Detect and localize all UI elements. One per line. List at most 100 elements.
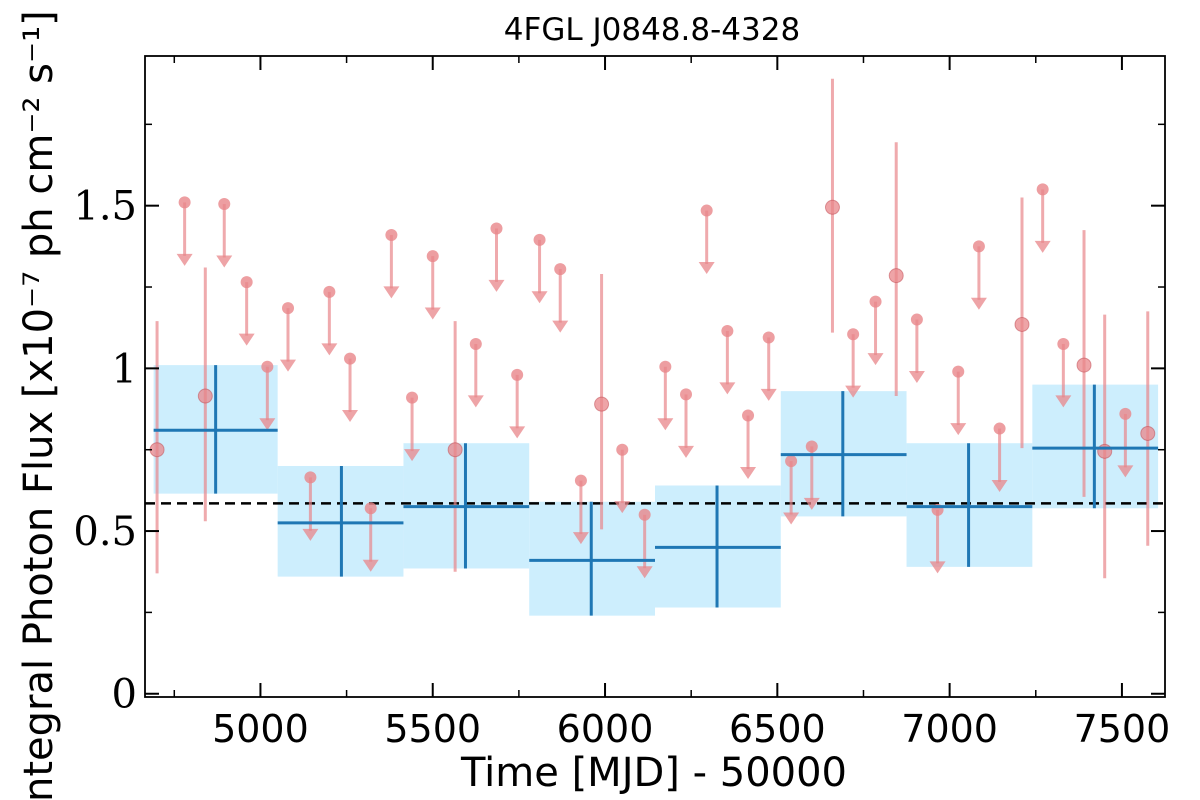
upper-limit-point	[490, 222, 503, 235]
upper-limit-arrow-head	[1055, 395, 1072, 408]
plot-frame	[144, 55, 1166, 698]
upper-limit-arrow-head	[552, 320, 569, 333]
upper-limit-arrow-head	[342, 410, 359, 423]
upper-limit-point	[1119, 407, 1132, 420]
upper-limit-point	[910, 313, 923, 326]
upper-limit-point	[972, 240, 985, 253]
upper-limit-arrow-head	[991, 480, 1008, 493]
upper-limit-point	[805, 440, 818, 453]
upper-limit-point	[785, 455, 798, 468]
x-tick-label: 5000	[212, 707, 309, 751]
upper-limit-point	[554, 263, 567, 276]
upper-limit-arrow-head	[614, 501, 631, 514]
upper-limit-point	[952, 365, 965, 378]
short-bin-detection-point	[1014, 316, 1030, 332]
y-tick-label: 1	[112, 346, 137, 392]
upper-limit-point	[240, 276, 253, 289]
upper-limit-arrow-head	[803, 497, 820, 510]
upper-limit-point	[282, 302, 295, 315]
upper-limit-point	[993, 422, 1006, 435]
y-axis-label: Integral Photon Flux [x10⁻⁷ ph cm⁻² s⁻¹]	[16, 10, 62, 800]
upper-limit-arrow-head	[509, 426, 526, 439]
upper-limit-point	[574, 474, 587, 487]
y-tick-label: 1.5	[73, 184, 137, 230]
upper-limit-point	[385, 228, 398, 241]
upper-limit-point	[721, 324, 734, 337]
upper-limit-point	[847, 328, 860, 341]
upper-limit-arrow-head	[404, 449, 421, 462]
upper-limit-arrow-head	[760, 388, 777, 401]
upper-limit-point	[323, 285, 336, 298]
upper-limit-arrow-head	[362, 559, 379, 572]
x-tick-label: 5500	[384, 707, 481, 751]
upper-limit-point	[638, 508, 651, 521]
long-bin-points	[153, 365, 1159, 616]
short-bin-detection-point	[447, 442, 463, 458]
upper-limit-arrow-head	[867, 353, 884, 366]
short-bin-detection-point	[1097, 443, 1113, 459]
upper-limit-point	[1036, 183, 1049, 196]
upper-limit-arrow-head	[636, 566, 653, 579]
upper-limit-point	[1057, 337, 1070, 350]
upper-limit-arrow-head	[657, 418, 674, 431]
short-bin-detection-point	[1076, 357, 1092, 373]
x-tick-label: 7000	[901, 707, 998, 751]
upper-limit-arrow-head	[719, 382, 736, 395]
upper-limit-arrow-head	[531, 291, 548, 304]
upper-limit-point	[659, 360, 672, 373]
chart-title: 4FGL J0848.8-4328	[504, 12, 800, 48]
upper-limit-arrow-head	[908, 371, 925, 384]
upper-limit-point	[426, 250, 439, 263]
upper-limit-arrow-head	[678, 445, 695, 458]
upper-limit-point	[364, 502, 377, 515]
upper-limit-point	[261, 360, 274, 373]
upper-limit-point	[178, 196, 191, 209]
upper-limit-arrow-head	[950, 423, 967, 436]
upper-limit-point	[700, 204, 713, 217]
upper-limit-arrow-head	[321, 343, 338, 356]
upper-limit-arrow-head	[238, 333, 255, 346]
short-bin-points	[149, 78, 1156, 579]
upper-limit-arrow-head	[259, 418, 276, 431]
upper-limit-point	[469, 337, 482, 350]
upper-limit-arrow-head	[488, 279, 505, 292]
upper-limit-point	[533, 233, 546, 246]
upper-limit-arrow-head	[970, 297, 987, 310]
upper-limit-point	[218, 198, 231, 211]
upper-limit-point	[869, 295, 882, 308]
short-bin-detection-point	[888, 268, 904, 284]
upper-limit-arrow-head	[424, 307, 441, 320]
long-bin-bands	[153, 365, 1159, 616]
upper-limit-point	[762, 331, 775, 344]
upper-limit-arrow-head	[572, 532, 589, 545]
upper-limit-arrow-head	[176, 253, 193, 266]
upper-limit-point	[406, 391, 419, 404]
upper-limit-arrow-head	[929, 561, 946, 574]
upper-limit-arrow-head	[467, 395, 484, 408]
upper-limit-arrow-head	[383, 286, 400, 299]
y-tick-label: 0.5	[73, 509, 137, 555]
upper-limit-arrow-head	[698, 262, 715, 275]
upper-limit-arrow-head	[1034, 240, 1051, 253]
y-tick-label: 0	[112, 672, 137, 718]
upper-limit-point	[344, 352, 357, 365]
upper-limit-arrow-head	[280, 359, 297, 372]
upper-limit-point	[742, 409, 755, 422]
x-tick-label: 7500	[1074, 707, 1171, 751]
x-tick-label: 6500	[729, 707, 826, 751]
short-bin-detection-point	[824, 199, 840, 215]
short-bin-detection-point	[197, 388, 213, 404]
upper-limit-point	[304, 471, 317, 484]
upper-limit-arrow-head	[740, 466, 757, 479]
short-bin-detection-point	[594, 396, 610, 412]
short-bin-detection-point	[1140, 425, 1156, 441]
x-tick-label: 6000	[557, 707, 654, 751]
upper-limit-point	[680, 388, 693, 401]
short-bin-detection-point	[149, 442, 165, 458]
upper-limit-point	[616, 443, 629, 456]
upper-limit-arrow-head	[1117, 465, 1134, 478]
upper-limit-arrow-head	[845, 385, 862, 398]
upper-limit-arrow-head	[216, 255, 233, 268]
